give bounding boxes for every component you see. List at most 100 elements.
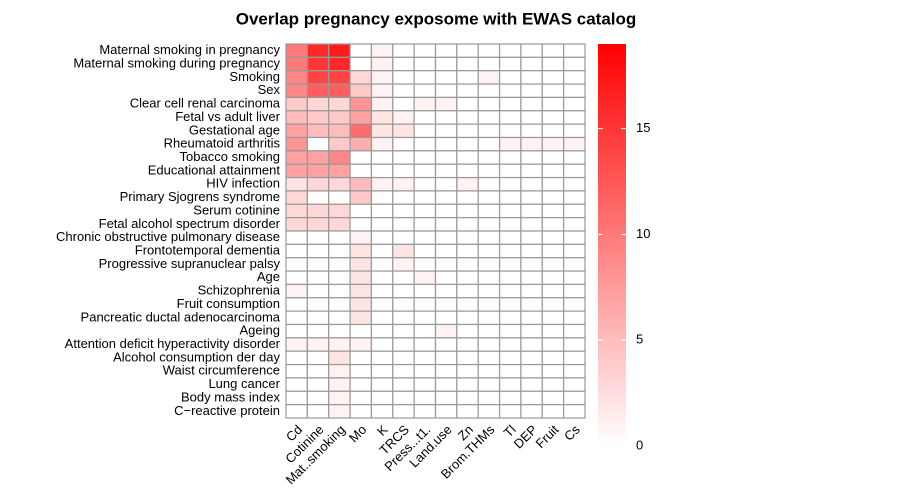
cell bbox=[328, 283, 351, 299]
cell bbox=[370, 283, 394, 299]
cell bbox=[520, 217, 543, 232]
cell bbox=[477, 70, 501, 85]
row-label: Body mass index bbox=[181, 389, 280, 404]
cell bbox=[328, 136, 351, 152]
cell bbox=[456, 243, 479, 259]
cell bbox=[477, 323, 501, 339]
cell bbox=[306, 96, 330, 112]
cell bbox=[541, 56, 565, 72]
cell bbox=[498, 377, 522, 392]
row-label: Alcohol consumption der day bbox=[113, 349, 280, 364]
cell bbox=[498, 110, 522, 125]
cell bbox=[456, 350, 479, 366]
cell bbox=[520, 56, 543, 72]
cell bbox=[477, 150, 501, 165]
cell bbox=[328, 190, 351, 205]
cell bbox=[563, 43, 586, 58]
cell bbox=[456, 377, 479, 392]
cell bbox=[349, 150, 373, 165]
cell bbox=[498, 43, 522, 58]
cell bbox=[349, 43, 373, 58]
cell bbox=[306, 190, 330, 205]
cell bbox=[520, 257, 543, 272]
cell bbox=[413, 96, 437, 112]
cell bbox=[413, 323, 437, 339]
cell bbox=[306, 310, 330, 326]
cell bbox=[349, 176, 373, 192]
row-label: Pancreatic ductal adenocarcinoma bbox=[81, 309, 281, 324]
cell bbox=[392, 297, 415, 312]
cell bbox=[349, 110, 373, 125]
cell bbox=[370, 217, 394, 232]
cell bbox=[370, 363, 394, 379]
cell bbox=[520, 230, 543, 245]
cell bbox=[520, 377, 543, 392]
cell bbox=[328, 337, 351, 352]
cell bbox=[498, 283, 522, 299]
cell bbox=[456, 363, 479, 379]
cell bbox=[434, 297, 458, 312]
cell bbox=[477, 190, 501, 205]
cell bbox=[413, 217, 437, 232]
cell bbox=[520, 150, 543, 165]
cell bbox=[285, 83, 308, 99]
cell bbox=[541, 217, 565, 232]
cell bbox=[477, 283, 501, 299]
cell bbox=[456, 404, 479, 419]
cell bbox=[477, 96, 501, 112]
cell bbox=[434, 83, 458, 99]
cell bbox=[434, 310, 458, 326]
cell bbox=[349, 283, 373, 299]
cell bbox=[456, 96, 479, 112]
cell bbox=[349, 217, 373, 232]
row-label: Schizophrenia bbox=[198, 283, 281, 298]
cell bbox=[392, 310, 415, 326]
cell bbox=[477, 217, 501, 232]
cell bbox=[328, 110, 351, 125]
cell bbox=[328, 310, 351, 326]
cell bbox=[349, 70, 373, 85]
cell bbox=[392, 363, 415, 379]
cell bbox=[563, 297, 586, 312]
cell bbox=[392, 70, 415, 85]
cell bbox=[413, 176, 437, 192]
row-label: Educational attainment bbox=[148, 162, 281, 177]
legend-tick-label: 0 bbox=[636, 437, 643, 452]
cell bbox=[477, 56, 501, 72]
row-label: Waist circumference bbox=[163, 363, 280, 378]
cell bbox=[456, 110, 479, 125]
cell bbox=[541, 337, 565, 352]
row-label: Smoking bbox=[229, 69, 280, 84]
cell bbox=[392, 390, 415, 406]
cell bbox=[328, 123, 351, 139]
cell bbox=[498, 390, 522, 406]
row-label: Lung cancer bbox=[208, 376, 280, 391]
cell bbox=[541, 377, 565, 392]
cell bbox=[413, 230, 437, 245]
cell bbox=[563, 243, 586, 259]
cell bbox=[520, 123, 543, 139]
cell bbox=[498, 270, 522, 286]
row-label: Progressive supranuclear palsy bbox=[99, 256, 281, 271]
cell bbox=[413, 377, 437, 392]
cell bbox=[413, 190, 437, 205]
cell bbox=[434, 217, 458, 232]
cell bbox=[349, 377, 373, 392]
cell bbox=[498, 163, 522, 179]
cell bbox=[306, 70, 330, 85]
cell bbox=[328, 43, 351, 58]
row-label: Ageing bbox=[240, 323, 280, 338]
cell bbox=[413, 310, 437, 326]
cell bbox=[456, 203, 479, 219]
cell bbox=[456, 123, 479, 139]
cell bbox=[370, 176, 394, 192]
cell bbox=[392, 283, 415, 299]
cell bbox=[328, 70, 351, 85]
column-label: Mo bbox=[346, 422, 369, 445]
cell bbox=[306, 350, 330, 366]
cell bbox=[434, 150, 458, 165]
cell bbox=[498, 323, 522, 339]
row-label: Age bbox=[257, 269, 280, 284]
cell bbox=[498, 136, 522, 152]
